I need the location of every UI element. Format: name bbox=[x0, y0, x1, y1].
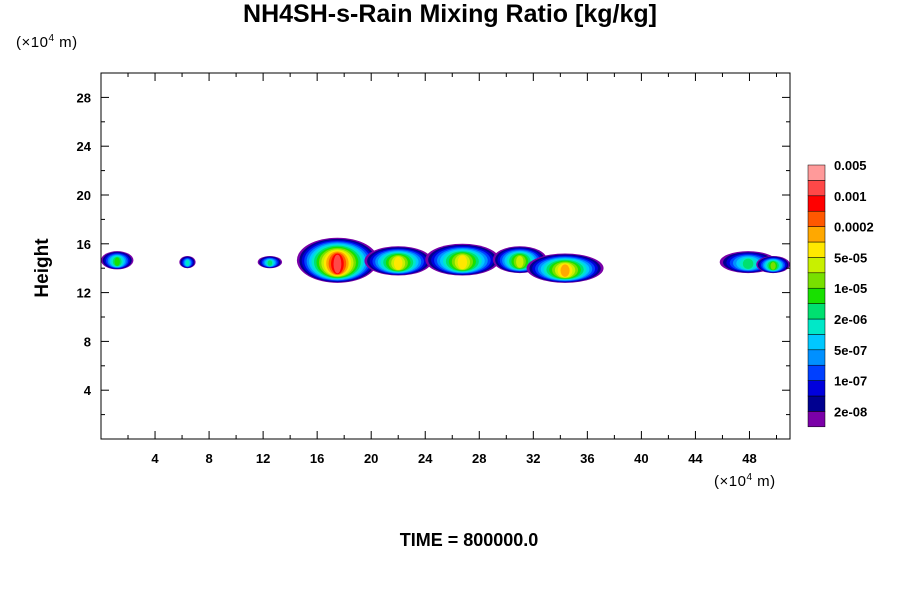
x-tick-label: 28 bbox=[472, 451, 486, 466]
x-tick-label: 40 bbox=[634, 451, 648, 466]
x-tick-label: 8 bbox=[205, 451, 212, 466]
x-tick-label: 36 bbox=[580, 451, 594, 466]
y-unit-exponent: 4 bbox=[48, 33, 55, 44]
colorbar-swatch bbox=[807, 303, 826, 320]
colorbar-swatch bbox=[807, 364, 826, 381]
colorbar-label: 0.0002 bbox=[834, 220, 874, 235]
x-tick-label: 20 bbox=[364, 451, 378, 466]
y-tick-label: 8 bbox=[84, 334, 91, 349]
y-axis-unit: (×104 m) bbox=[16, 33, 78, 51]
y-tick-label: 20 bbox=[77, 188, 91, 203]
colorbar-swatch bbox=[807, 226, 826, 243]
colorbar-swatch bbox=[807, 257, 826, 274]
colorbar-label: 1e-07 bbox=[834, 374, 867, 389]
colorbar-swatch bbox=[807, 334, 826, 351]
colorbar-label: 5e-07 bbox=[834, 343, 867, 358]
colorbar-swatch bbox=[807, 287, 826, 304]
time-footer: TIME = 800000.0 bbox=[399, 530, 539, 550]
colorbar-label: 1e-05 bbox=[834, 281, 867, 296]
x-tick-label: 24 bbox=[418, 451, 433, 466]
colorbar-swatch bbox=[807, 411, 826, 428]
mixing-ratio-contour bbox=[393, 256, 403, 270]
x-tick-label: 4 bbox=[151, 451, 159, 466]
mixing-ratio-contour bbox=[770, 262, 776, 270]
colorbar-swatch bbox=[807, 241, 826, 258]
mixing-ratio-contour bbox=[457, 255, 468, 270]
mixing-ratio-contour bbox=[560, 264, 570, 277]
x-unit-suffix: m) bbox=[752, 473, 776, 490]
colorbar-swatch bbox=[807, 180, 826, 197]
colorbar: 2e-08 1e-07 5e-07 2e-06 1e-05 5e-05 0.0002 0.00… bbox=[807, 158, 874, 428]
x-tick-label: 16 bbox=[310, 451, 324, 466]
x-axis-unit: (×104 m) bbox=[714, 472, 776, 490]
mixing-ratio-contour bbox=[333, 254, 342, 274]
x-unit-prefix: (×10 bbox=[714, 473, 747, 490]
mixing-ratio-contour bbox=[516, 255, 524, 268]
y-tick-label: 16 bbox=[77, 237, 91, 252]
colorbar-swatch bbox=[807, 164, 826, 181]
mixing-ratio-contour bbox=[114, 257, 120, 266]
y-tick-label: 12 bbox=[77, 286, 91, 301]
colorbar-swatch bbox=[807, 395, 826, 412]
colorbar-swatch bbox=[807, 349, 826, 366]
colorbar-swatch bbox=[807, 272, 826, 289]
colorbar-label: 2e-08 bbox=[834, 404, 867, 419]
mixing-ratio-field bbox=[101, 237, 790, 283]
colorbar-swatch bbox=[807, 210, 826, 227]
chart-title: NH4SH-s-Rain Mixing Ratio [kg/kg] bbox=[243, 0, 657, 28]
colorbar-label: 0.005 bbox=[834, 158, 867, 173]
y-unit-prefix: (×10 bbox=[16, 34, 49, 51]
y-tick-label: 24 bbox=[77, 139, 92, 154]
y-tick-label: 4 bbox=[84, 383, 92, 398]
mixing-ratio-contour bbox=[185, 260, 190, 267]
plot-frame bbox=[100, 72, 791, 440]
y-unit-suffix: m) bbox=[54, 34, 78, 51]
mixing-ratio-contour bbox=[742, 258, 754, 270]
colorbar-label: 0.001 bbox=[834, 189, 867, 204]
colorbar-swatch bbox=[807, 195, 826, 212]
x-tick-label: 44 bbox=[688, 451, 703, 466]
colorbar-swatch bbox=[807, 380, 826, 397]
colorbar-label: 5e-05 bbox=[834, 250, 867, 265]
colorbar-label: 2e-06 bbox=[834, 312, 867, 327]
x-unit-exponent: 4 bbox=[746, 472, 753, 483]
x-tick-label: 48 bbox=[742, 451, 756, 466]
x-tick-label: 12 bbox=[256, 451, 270, 466]
mixing-ratio-contour bbox=[267, 260, 273, 266]
x-tick-label: 32 bbox=[526, 451, 540, 466]
y-tick-label: 28 bbox=[77, 90, 91, 105]
colorbar-swatch bbox=[807, 318, 826, 335]
